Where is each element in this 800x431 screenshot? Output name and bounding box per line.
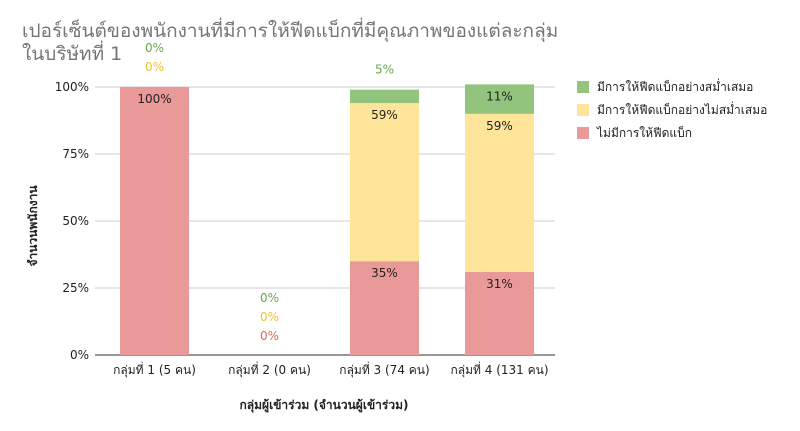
- y-tick-label: 0%: [70, 348, 89, 362]
- bars: [120, 84, 534, 355]
- y-tick-label: 100%: [55, 80, 89, 94]
- data-label: 59%: [486, 119, 513, 133]
- legend-swatch: [577, 127, 589, 139]
- x-tick-label: กลุ่มที่ 4 (131 คน): [450, 361, 548, 378]
- bar-segment: [350, 89, 419, 104]
- y-axis-title: จำนวนพนักงาน: [26, 185, 40, 267]
- y-tick-label: 75%: [62, 147, 89, 161]
- data-label: 0%: [260, 291, 279, 305]
- data-label: 0%: [260, 329, 279, 343]
- data-label: 0%: [145, 60, 164, 74]
- chart-title-line-1: เปอร์เซ็นต์ของพนักงานที่มีการให้ฟีดแบ็กท…: [22, 20, 559, 42]
- bar-segment: [120, 87, 189, 355]
- x-tick-label: กลุ่มที่ 2 (0 คน): [228, 361, 311, 378]
- bar-segment: [465, 113, 534, 272]
- data-label: 100%: [137, 92, 171, 106]
- legend-label: ไม่มีการให้ฟีดแบ็ก: [596, 125, 692, 140]
- data-labels: 100% 0% 0% 0% 0% 0% 35% 59% 5% 31% 59% 11%: [137, 41, 512, 343]
- x-tick-label: กลุ่มที่ 1 (5 คน): [113, 361, 196, 378]
- data-label: 0%: [260, 310, 279, 324]
- data-label: 35%: [371, 266, 398, 280]
- bar-segment: [350, 103, 419, 262]
- chart-title: เปอร์เซ็นต์ของพนักงานที่มีการให้ฟีดแบ็กท…: [22, 20, 662, 66]
- x-axis-title: กลุ่มผู้เข้าร่วม (จำนวนผู้เข้าร่วม): [240, 398, 409, 413]
- legend-label: มีการให้ฟีดแบ็กอย่างไม่สม่ำเสมอ: [597, 101, 767, 117]
- chart-title-line-2: ในบริษัทที่ 1: [22, 43, 123, 65]
- y-tick-label: 25%: [62, 281, 89, 295]
- data-label: 5%: [375, 63, 394, 77]
- data-label: 0%: [145, 41, 164, 55]
- legend-label: มีการให้ฟีดแบ็กอย่างสม่ำเสมอ: [597, 78, 753, 94]
- y-tick-label: 50%: [62, 214, 89, 228]
- data-label: 31%: [486, 277, 513, 291]
- legend[interactable]: มีการให้ฟีดแบ็กอย่างสม่ำเสมอมีการให้ฟีดแ…: [577, 78, 767, 140]
- data-label: 59%: [371, 108, 398, 122]
- bar-segment: [465, 271, 534, 355]
- bar-segment: [350, 261, 419, 355]
- x-tick-label: กลุ่มที่ 3 (74 คน): [339, 361, 429, 378]
- legend-swatch: [577, 81, 589, 93]
- data-label: 11%: [486, 89, 513, 103]
- axes: 0% 25% 50% 75% 100% กลุ่มที่ 1 (5 คน) กลุ่มที่…: [55, 80, 549, 378]
- bar-segment: [465, 84, 534, 114]
- legend-swatch: [577, 104, 589, 116]
